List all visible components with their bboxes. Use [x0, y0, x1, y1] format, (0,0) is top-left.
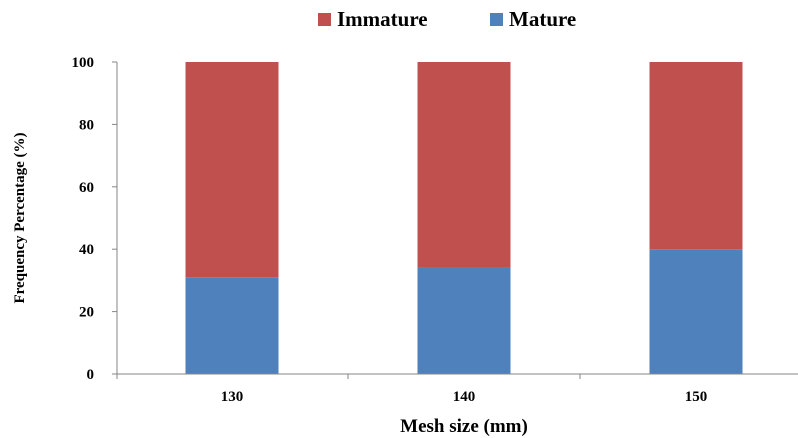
bar-immature-140	[417, 62, 511, 268]
bar-mature-140	[417, 267, 511, 374]
y-tick-label: 20	[79, 305, 94, 321]
y-axis-ticks: 0 20 40 60 80 100	[72, 55, 117, 383]
bars-group	[185, 62, 743, 374]
y-tick-label: 0	[87, 367, 95, 383]
bar-mature-150	[649, 249, 743, 374]
legend-label-immature: Immature	[337, 7, 428, 31]
y-tick-label: 80	[79, 117, 94, 133]
y-tick-label: 60	[79, 180, 94, 196]
y-axis-label: Frequency Percentage (%)	[12, 132, 28, 303]
x-tick-label: 150	[685, 389, 708, 405]
bar-mature-130	[185, 277, 279, 374]
x-tick-label: 140	[453, 389, 476, 405]
x-axis-ticks: 130 140 150	[116, 374, 708, 405]
bar-immature-130	[185, 62, 279, 278]
bar-immature-150	[649, 62, 743, 250]
x-tick-label: 130	[221, 389, 244, 405]
y-tick-label: 40	[79, 242, 94, 258]
y-tick-label: 100	[72, 55, 95, 71]
legend-swatch-mature	[490, 13, 503, 26]
legend: Immature Mature	[318, 7, 576, 31]
legend-swatch-immature	[318, 13, 331, 26]
legend-label-mature: Mature	[509, 7, 576, 31]
x-axis-label: Mesh size (mm)	[400, 416, 528, 437]
